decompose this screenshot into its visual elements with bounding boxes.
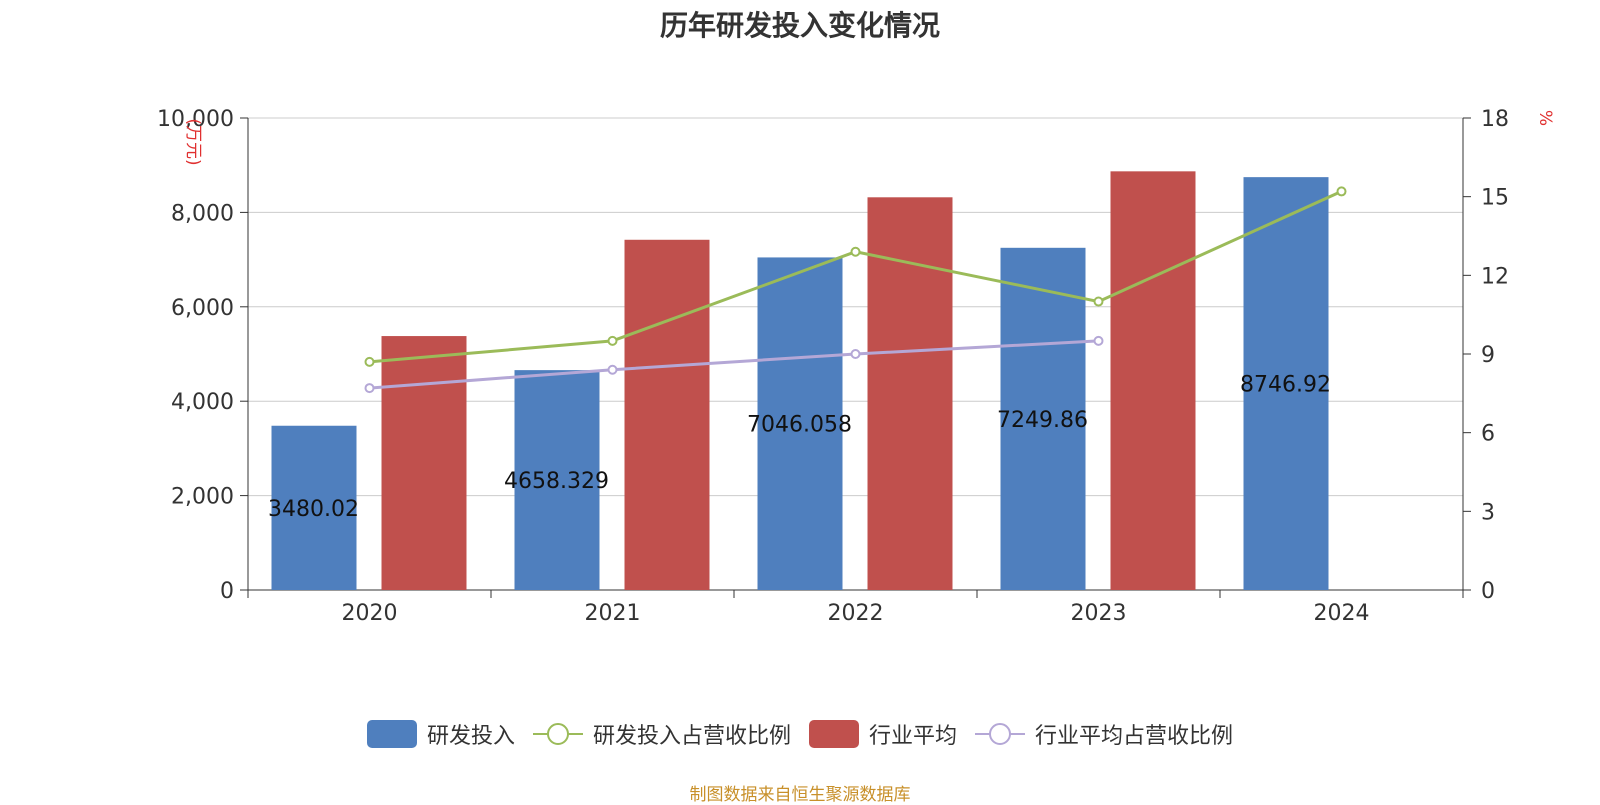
y-right-unit-label: % xyxy=(1535,110,1555,126)
data-source-note: 制图数据来自恒生聚源数据库 xyxy=(689,785,911,805)
y-left-tick-label: 0 xyxy=(220,579,234,604)
bar-industry-average xyxy=(624,239,710,590)
bar-rd-investment xyxy=(271,425,357,590)
x-tick-label: 2023 xyxy=(1071,601,1127,626)
y-left-tick-label: 4,000 xyxy=(171,390,234,415)
data-label-rd-investment: 7046.058 xyxy=(747,413,852,438)
data-label-rd-investment: 4658.329 xyxy=(504,469,609,494)
bar-rd-investment xyxy=(1243,177,1329,590)
legend-marker-industry-ratio xyxy=(975,723,1026,745)
y-right-tick-label: 3 xyxy=(1481,500,1495,525)
legend-swatch-rd-investment xyxy=(366,720,417,748)
legend-marker-rd-ratio xyxy=(532,723,583,745)
point-rd-ratio xyxy=(607,335,618,346)
legend-item-industry-average[interactable]: 行业平均 xyxy=(809,718,957,750)
bar-industry-average xyxy=(1110,171,1196,590)
y-right-tick-label: 9 xyxy=(1481,343,1495,368)
x-tick-label: 2022 xyxy=(828,601,884,626)
point-rd-ratio xyxy=(364,356,375,367)
y-right-tick-label: 12 xyxy=(1481,264,1509,289)
point-rd-ratio xyxy=(850,246,861,257)
line-industry-ratio xyxy=(369,339,1099,390)
legend-item-industry-ratio[interactable]: 行业平均占营收比例 xyxy=(975,718,1233,750)
bar-rd-investment xyxy=(757,257,843,590)
y-left-tick-label: 8,000 xyxy=(171,201,234,226)
legend-label-rd-ratio: 研发投入占营收比例 xyxy=(592,724,791,749)
legend-label-rd-investment: 研发投入 xyxy=(426,724,515,749)
point-rd-ratio xyxy=(1093,296,1104,307)
x-tick-label: 2021 xyxy=(585,601,641,626)
point-industry-ratio xyxy=(364,383,375,394)
y-left-tick-label: 6,000 xyxy=(171,296,234,321)
y-right-tick-label: 15 xyxy=(1481,186,1509,211)
chart-title: 历年研发投入变化情况 xyxy=(659,9,940,42)
x-tick-label: 2020 xyxy=(342,601,398,626)
legend-label-industry-average: 行业平均 xyxy=(869,724,958,749)
bar-rd-investment xyxy=(1000,247,1086,590)
legend-item-rd-investment[interactable]: 研发投入 xyxy=(366,718,515,750)
point-industry-ratio xyxy=(1093,335,1104,346)
legend-item-rd-ratio[interactable]: 研发投入占营收比例 xyxy=(532,718,791,750)
data-label-rd-investment: 8746.92 xyxy=(1240,373,1331,398)
data-label-rd-investment: 3480.02 xyxy=(268,497,359,522)
bar-industry-average xyxy=(381,336,467,590)
line-rd-ratio xyxy=(369,190,1343,364)
point-industry-ratio xyxy=(607,364,618,375)
y-right-tick-label: 0 xyxy=(1481,579,1495,604)
point-rd-ratio xyxy=(1336,186,1347,197)
bar-rd-investment xyxy=(514,370,600,590)
y-left-tick-label: 2,000 xyxy=(171,485,234,510)
y-right-tick-label: 18 xyxy=(1481,107,1509,132)
data-label-rd-investment: 7249.86 xyxy=(997,408,1088,433)
y-left-tick-label: 10,000 xyxy=(157,107,234,132)
legend-label-industry-ratio: 行业平均占营收比例 xyxy=(1035,724,1234,749)
legend-swatch-industry-average xyxy=(809,720,859,748)
x-tick-label: 2024 xyxy=(1314,601,1370,626)
point-industry-ratio xyxy=(850,349,861,359)
y-left-unit-label: (万元) xyxy=(183,118,203,165)
chart-legend: 研发投入 研发投入占营收比例 行业平均 行业平均占营收比例 xyxy=(0,718,1600,750)
y-right-tick-label: 6 xyxy=(1481,422,1495,447)
